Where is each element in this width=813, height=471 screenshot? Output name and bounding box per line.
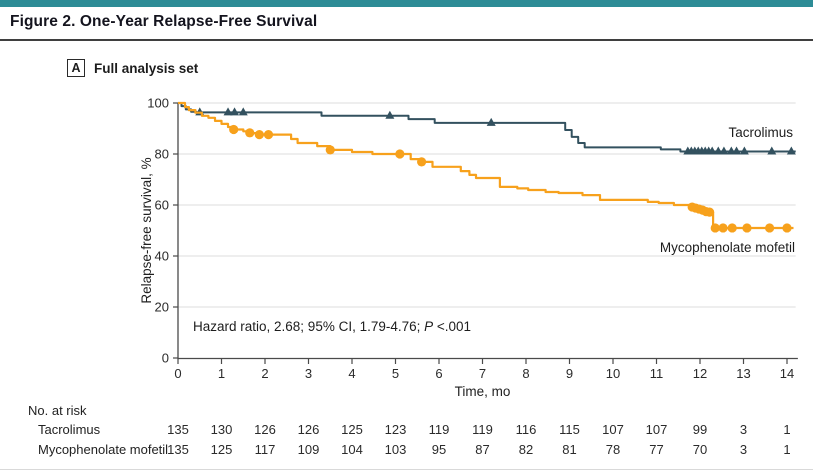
x-tick-label: 1: [218, 366, 225, 381]
title-divider: [0, 39, 813, 41]
x-tick-label: 2: [261, 366, 268, 381]
censor-triangle: [739, 146, 749, 155]
x-tick-label: 13: [736, 366, 750, 381]
censor-circle: [727, 223, 737, 233]
curve-label-mycophenolate: Mycophenolate mofetil: [660, 240, 795, 255]
censor-triangle: [767, 146, 777, 155]
x-tick-label: 11: [650, 366, 664, 381]
x-tick-label: 6: [435, 366, 442, 381]
y-axis-title: Relapse-free survival, %: [139, 157, 154, 303]
x-tick-label: 8: [522, 366, 529, 381]
censor-circle: [718, 223, 728, 233]
x-tick-label: 7: [479, 366, 486, 381]
x-tick-label: 10: [606, 366, 620, 381]
censor-triangle: [486, 117, 496, 126]
hazard-ratio-annotation: Hazard ratio, 2.68; 95% CI, 1.79-4.76; P…: [193, 319, 471, 334]
curve-label-tacrolimus: Tacrolimus: [728, 125, 793, 140]
bottom-divider: [0, 469, 813, 470]
censor-circle: [765, 223, 775, 233]
censor-circle: [742, 223, 752, 233]
x-axis-title: Time, mo: [455, 384, 511, 399]
censor-triangle: [719, 146, 729, 155]
censor-triangle: [713, 146, 723, 155]
curve-mycophenolate: [178, 101, 794, 230]
figure-title: Figure 2. One-Year Relapse-Free Survival: [10, 13, 318, 30]
x-tick-label: 4: [348, 366, 355, 381]
y-tick-label: 40: [155, 249, 169, 264]
censor-triangle: [786, 146, 796, 155]
censor-circle: [704, 207, 715, 217]
censor-circle: [263, 130, 274, 140]
censor-triangle: [223, 107, 233, 116]
y-tick-label: 20: [155, 300, 169, 315]
y-tick-label: 60: [155, 198, 169, 213]
censor-triangle: [385, 110, 395, 119]
censor-circle: [710, 223, 720, 233]
censor-circle: [254, 130, 264, 140]
x-tick-label: 5: [392, 366, 399, 381]
x-tick-label: 14: [780, 366, 794, 381]
accent-bar: [0, 0, 813, 7]
y-tick-label: 80: [155, 147, 169, 162]
censor-circle: [245, 128, 255, 138]
y-tick-label: 0: [162, 351, 169, 366]
curve-tacrolimus: [178, 102, 796, 153]
censor-triangle: [732, 146, 742, 155]
x-tick-label: 9: [566, 366, 573, 381]
censor-triangle: [238, 107, 248, 116]
censor-circle: [782, 223, 792, 233]
censor-circle: [325, 145, 335, 155]
y-tick-label: 100: [147, 96, 169, 111]
x-tick-label: 3: [305, 366, 312, 381]
censor-circle: [229, 124, 239, 135]
censor-circle: [417, 157, 427, 167]
panel-header: A Full analysis set: [67, 59, 198, 77]
panel-label-box: A: [67, 59, 85, 77]
censor-triangle: [230, 107, 240, 116]
censor-circle: [395, 149, 405, 159]
censor-triangle: [707, 146, 717, 155]
x-tick-label: 0: [174, 366, 181, 381]
x-tick-label: 12: [693, 366, 707, 381]
panel-caption: Full analysis set: [94, 60, 199, 76]
